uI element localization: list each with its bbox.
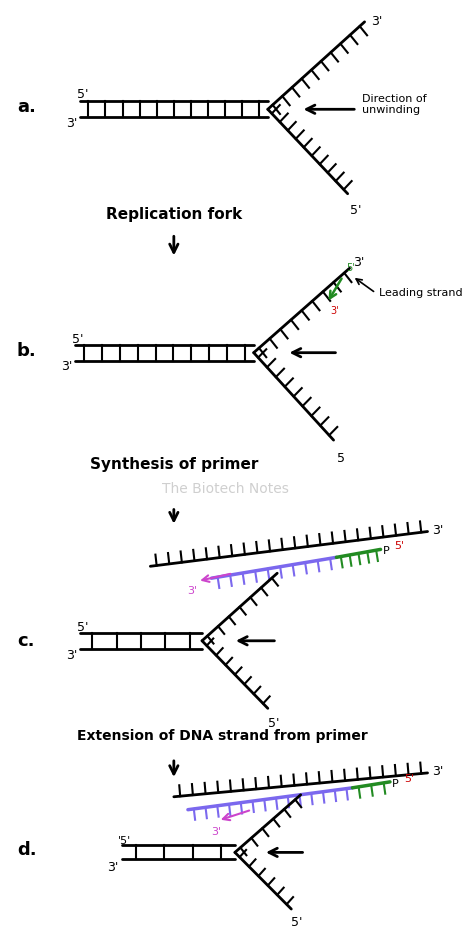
Text: 3': 3' (188, 587, 198, 596)
Text: 5': 5' (77, 88, 89, 101)
Text: 5': 5' (292, 916, 303, 929)
Text: 3': 3' (211, 827, 221, 837)
Text: 5': 5' (77, 621, 89, 634)
Text: Synthesis of primer: Synthesis of primer (90, 457, 258, 472)
Text: Leading strand: Leading strand (379, 288, 462, 298)
Text: 3': 3' (371, 15, 383, 28)
Text: 5': 5' (404, 774, 414, 784)
Text: 3': 3' (432, 524, 444, 537)
Text: Extension of DNA strand from primer: Extension of DNA strand from primer (77, 729, 368, 743)
Text: d.: d. (17, 842, 36, 859)
Text: '5': '5' (118, 836, 132, 846)
Text: 3': 3' (66, 117, 77, 130)
Text: 5: 5 (337, 452, 346, 465)
Text: b.: b. (17, 342, 36, 359)
Text: 3': 3' (61, 359, 73, 372)
Text: 3': 3' (66, 649, 77, 662)
Text: 3': 3' (353, 256, 365, 269)
Text: The Biotech Notes: The Biotech Notes (162, 481, 289, 496)
Text: 3': 3' (330, 306, 338, 316)
Text: P: P (383, 546, 389, 557)
Text: Replication fork: Replication fork (106, 207, 242, 222)
Text: 5': 5' (395, 542, 405, 551)
Text: c.: c. (17, 632, 35, 650)
Text: 3': 3' (432, 765, 444, 778)
Text: 5': 5' (349, 204, 361, 217)
Text: 5': 5' (346, 263, 355, 273)
Text: 5': 5' (72, 332, 84, 345)
Text: 3': 3' (107, 861, 118, 874)
Text: a.: a. (17, 99, 36, 116)
Text: P: P (392, 779, 399, 789)
Text: Direction of
unwinding: Direction of unwinding (362, 93, 427, 115)
Text: 5': 5' (268, 717, 279, 730)
